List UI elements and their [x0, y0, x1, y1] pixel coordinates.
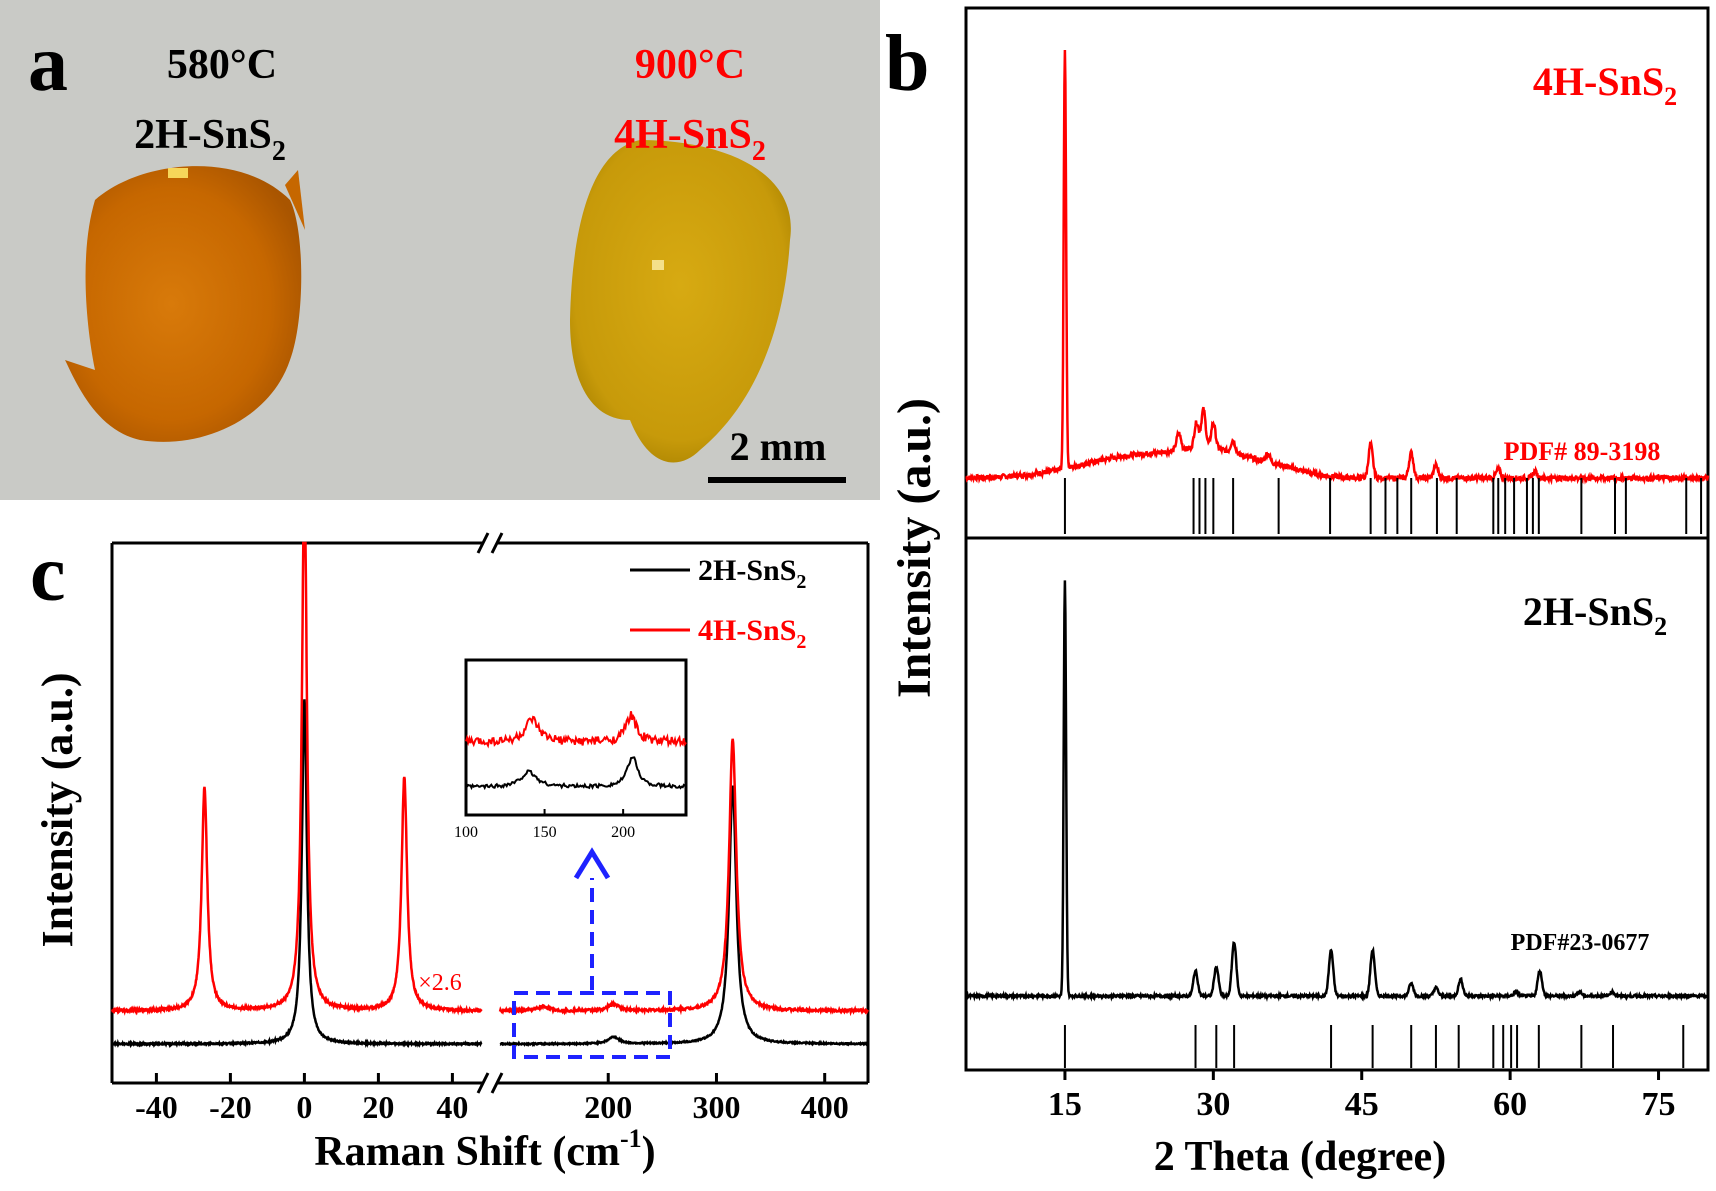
x-tick-label: 30	[1196, 1086, 1230, 1123]
bottom-subplot-title: 2H-SnS2	[1523, 589, 1667, 641]
left-phase-label: 2H-SnS2	[134, 112, 286, 167]
yellow-sample-highlight	[652, 260, 664, 270]
left-temp-label: 580°C	[167, 42, 277, 88]
orange-sample-shard	[285, 170, 305, 230]
panel-c-raman: c Intensity (a.u.) Raman Shift (cm-1) ×2…	[30, 530, 870, 1175]
right-phase-label: 4H-SnS2	[614, 112, 766, 167]
raman-x-tick-label: 20	[362, 1089, 394, 1125]
right-temp-label: 900°C	[635, 42, 745, 88]
xrd-bottom-subplot: 2H-SnS2 PDF#23-0677	[1511, 589, 1667, 956]
inset-x-tick-label: 100	[454, 824, 478, 841]
x-tick-label: 45	[1345, 1086, 1379, 1123]
raman-x-tick-label: -20	[209, 1089, 252, 1125]
raman-x-tick-label: 300	[692, 1089, 740, 1125]
legend-label-4h: 4H-SnS2	[698, 614, 806, 653]
scale-bar-label: 2 mm	[730, 424, 827, 469]
inset-4h-trace	[465, 711, 687, 749]
raman-x-tick-label: -40	[135, 1089, 178, 1125]
x-tick-label: 15	[1048, 1086, 1082, 1123]
zoom-region-box	[512, 991, 672, 1059]
panel-c-y-axis-label: Intensity (a.u.)	[33, 672, 82, 947]
raman-4h-trace-high	[498, 738, 870, 1017]
panel-a-label: a	[28, 20, 68, 108]
yellow-sample-4h	[570, 140, 791, 463]
x-tick-label: 60	[1493, 1086, 1527, 1123]
raman-2h-trace-high	[499, 785, 870, 1048]
panel-b-label: b	[885, 20, 930, 108]
inset-x-tick-label: 150	[533, 824, 557, 841]
orange-sample-highlight	[168, 168, 188, 178]
panel-b-x-axis-label: 2 Theta (degree)	[1154, 1134, 1446, 1180]
inset-2h-trace	[465, 756, 687, 791]
axis-break-mark	[476, 532, 490, 554]
raman-2h-trace-low	[111, 699, 483, 1049]
panel-a-photo: a 580°C 2H-SnS2 900°C 4H-SnS2 2 mm	[0, 0, 880, 500]
legend: 2H-SnS2 4H-SnS2	[630, 554, 806, 653]
raman-x-tick-label: 40	[436, 1089, 468, 1125]
xrd-top-subplot: 4H-SnS2 PDF# 89-3198	[1504, 59, 1677, 466]
panel-b-y-axis-label: Intensity (a.u.)	[888, 398, 941, 698]
top-subplot-title: 4H-SnS2	[1533, 59, 1677, 111]
inset-x-tick-label: 200	[611, 824, 635, 841]
xrd-bottom-frame	[964, 536, 1710, 1072]
panel-c-label: c	[30, 530, 66, 618]
axis-break-mark	[476, 1072, 490, 1094]
xrd-4h-trace	[965, 49, 1710, 486]
raman-x-tick-label: 200	[584, 1089, 632, 1125]
raman-4h-trace-low	[110, 541, 483, 1016]
orange-sample-2h	[65, 166, 302, 442]
panel-c-x-axis-label: Raman Shift (cm-1)	[314, 1124, 655, 1175]
panel-b-xrd: b Intensity (a.u.) 2 Theta (degree) 4H-S…	[885, 6, 1710, 1180]
raman-x-tick-label: 400	[801, 1089, 849, 1125]
zoom-arrow-head	[573, 847, 611, 880]
raman-x-tick-label: 0	[296, 1089, 312, 1125]
xrd-2h-trace	[965, 580, 1709, 1002]
x-tick-label: 75	[1642, 1086, 1676, 1123]
axis-break-mark	[490, 1072, 504, 1094]
scale-factor-label: ×2.6	[418, 970, 462, 996]
bottom-subplot-annotation: PDF#23-0677	[1511, 930, 1650, 956]
top-subplot-annotation: PDF# 89-3198	[1504, 437, 1661, 466]
axis-break-mark	[490, 532, 504, 554]
legend-label-2h: 2H-SnS2	[698, 554, 806, 593]
